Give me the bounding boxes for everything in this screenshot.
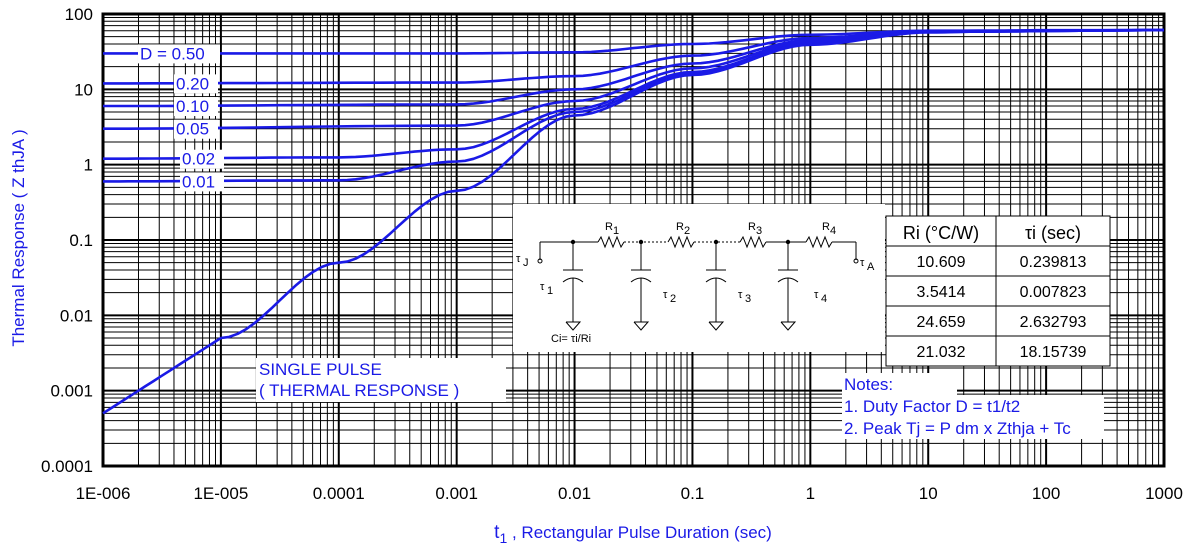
x-tick-label: 0.0001 (313, 484, 365, 503)
y-tick-label: 10 (74, 80, 93, 99)
curve-label: 0.01 (182, 172, 215, 191)
y-tick-labels: 100 10 1 0.1 0.01 0.001 0.0001 (41, 5, 93, 476)
curve-label-bg (180, 149, 224, 169)
single-pulse-box (256, 358, 506, 402)
curve-label: D = 0.50 (140, 44, 205, 63)
curve-label-bg (174, 97, 218, 117)
table-header-ri: Ri (°C/W) (903, 223, 979, 243)
notes-title: Notes: (844, 375, 893, 394)
curve-label-bg (138, 44, 220, 64)
table-cell-tau: 0.007823 (1020, 284, 1087, 301)
plot-frame (101, 12, 1166, 468)
tau-a-label: τ (860, 257, 865, 269)
y-tick-label: 1 (84, 156, 93, 175)
tau-4-label: τ (814, 289, 819, 301)
curve-label: 0.20 (176, 74, 209, 93)
x-tick-label: 100 (1032, 484, 1060, 503)
y-tick-label: 100 (65, 5, 93, 24)
table-header-tau: τi (sec) (1025, 223, 1081, 243)
x-tick-label: 0.001 (435, 484, 478, 503)
x-axis-label-t: t (494, 522, 500, 543)
x-tick-label: 1000 (1145, 484, 1183, 503)
table-cell-tau: 0.239813 (1020, 254, 1087, 271)
series-line (103, 28, 1164, 130)
r1-label: R (605, 221, 613, 233)
curves (102, 28, 1164, 415)
table-rows: 10.609 0.239813 3.5414 0.007823 24.659 2.6327… (917, 254, 1087, 361)
table-cell-ri: 3.5414 (917, 284, 966, 301)
single-pulse-line1: SINGLE PULSE (259, 360, 382, 379)
notes-box-2 (842, 395, 1104, 439)
tau-a-sub: A (867, 261, 875, 273)
tau-1-label: τ (540, 281, 545, 293)
x-axis-label-rest: , Rectangular Pulse Duration (sec) (507, 523, 772, 542)
r1-sub: 1 (613, 225, 619, 237)
table-cell-tau: 2.632793 (1020, 314, 1087, 331)
table-cell-ri: 10.609 (917, 254, 966, 271)
series-line (103, 28, 1164, 55)
tau-2-label: τ (663, 289, 668, 301)
note-1: 1. Duty Factor D = t1/t2 (844, 397, 1020, 416)
x-tick-label: 1 (806, 484, 815, 503)
ci-formula: Ci= τi/Ri (551, 333, 591, 345)
tau-1-sub: 1 (547, 285, 553, 297)
x-tick-label: 1E-006 (76, 484, 131, 503)
rc-circuit-diagram: R 1 R 2 R 3 R 4 τ J τ A τ 1 τ 2 τ 3 τ 4 … (513, 204, 885, 352)
x-tick-label: 10 (919, 484, 938, 503)
tau-j-label: τ (516, 253, 521, 265)
r2-sub: 2 (684, 225, 690, 237)
curve-label-bg (174, 74, 218, 94)
note-2: 2. Peak Tj = P dm x Zthja + Tc (844, 419, 1071, 438)
curve-labels: D = 0.50 0.20 0.10 0.05 0.02 0.01 (138, 44, 224, 192)
x-tick-label: 1E-005 (193, 484, 248, 503)
r4-label: R (822, 221, 830, 233)
table-cell-ri: 21.032 (917, 344, 966, 361)
curve-label: 0.02 (182, 150, 215, 169)
rc-parameter-table: Ri (°C/W) τi (sec) 10.609 0.239813 3.5414 0… (885, 215, 1111, 367)
table-background (885, 215, 1111, 367)
notes-box (842, 373, 957, 395)
y-tick-label: 0.0001 (41, 457, 93, 476)
curve-label: 0.05 (176, 120, 209, 139)
single-pulse-line2: ( THERMAL RESPONSE ) (259, 381, 459, 400)
series-line (102, 28, 1164, 415)
r2-label: R (676, 221, 684, 233)
x-axis-label: t1 , Rectangular Pulse Duration (sec) (494, 522, 772, 546)
y-tick-label: 0.001 (50, 382, 93, 401)
y-tick-label: 0.01 (60, 306, 93, 325)
x-tick-label: 0.01 (558, 484, 591, 503)
curve-label-bg (180, 172, 224, 192)
x-tick-labels: 1E-006 1E-005 0.0001 0.001 0.01 0.1 1 10 100 1000 (76, 484, 1183, 503)
x-tick-label: 0.1 (681, 484, 705, 503)
table-cell-tau: 18.15739 (1020, 344, 1087, 361)
tau-4-sub: 4 (821, 293, 827, 305)
table-cell-ri: 24.659 (917, 314, 966, 331)
curve-label: 0.10 (176, 97, 209, 116)
r4-sub: 4 (830, 225, 836, 237)
y-axis-label: Thermal Response ( Z thJA ) (9, 129, 28, 346)
r3-sub: 3 (756, 225, 762, 237)
r3-label: R (748, 221, 756, 233)
y-tick-label: 0.1 (69, 231, 93, 250)
x-axis-label-sub: 1 (499, 530, 507, 546)
tau-3-sub: 3 (745, 293, 751, 305)
tau-j-sub: J (523, 257, 529, 269)
tau-3-label: τ (738, 289, 743, 301)
tau-2-sub: 2 (670, 293, 676, 305)
curve-label-bg (174, 119, 218, 139)
